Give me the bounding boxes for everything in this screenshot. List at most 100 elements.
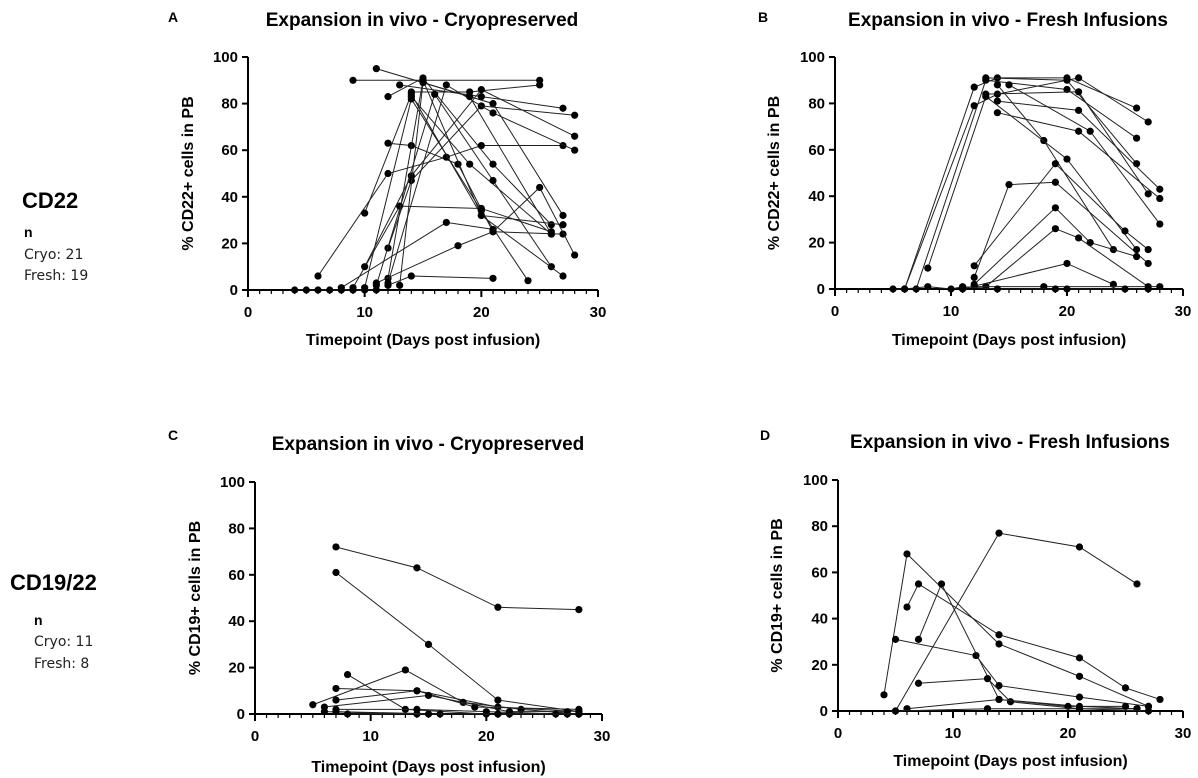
panel-a-data-point <box>396 81 404 89</box>
panel-d-data-point <box>1075 693 1084 701</box>
panel-b-data-point <box>1156 194 1164 203</box>
panel-c-data-point <box>332 684 340 693</box>
panel-b-data-point <box>1075 106 1083 114</box>
panel-b-title: Expansion in vivo - Fresh Infusions <box>848 10 1168 31</box>
panel-b-data-point <box>959 283 967 291</box>
panel-a-data-point <box>407 272 415 280</box>
panel-d-xtick-label: 30 <box>1175 725 1192 742</box>
panel-b-ytick-label: 20 <box>808 235 825 252</box>
panel-b-ytick-label: 100 <box>800 49 825 66</box>
panel-b-xtick-label: 30 <box>1175 303 1192 320</box>
panel-a-data-point <box>571 146 579 154</box>
panel-b-ytick-label: 0 <box>817 281 825 298</box>
panel-d-series-line <box>906 698 1126 710</box>
panel-b-xtick-label: 10 <box>943 303 960 320</box>
panel-c-data-point <box>424 691 433 700</box>
panel-c-data-point <box>332 696 340 704</box>
panel-d-ytick-label: 60 <box>811 564 828 581</box>
panel-a-xtick-label: 10 <box>356 304 373 321</box>
panel-d-data-point <box>903 603 911 611</box>
panel-d-letter: D <box>760 427 770 443</box>
panel-a-data-point <box>384 139 392 147</box>
panel-a-data-point <box>291 286 299 294</box>
panel-b-data-point <box>982 92 990 101</box>
panel-b-ytick-label: 60 <box>808 142 825 159</box>
panel-a-data-point <box>349 286 357 294</box>
panel-a-data-point <box>536 81 544 89</box>
panel-b-ytick-label: 40 <box>808 188 825 205</box>
panel-b-xtick-label: 20 <box>1059 303 1076 320</box>
panel-b-data-point <box>1075 88 1083 96</box>
panel-b-series-line <box>985 77 1137 165</box>
panel-c-data-point <box>575 710 583 718</box>
panel-b-data-point <box>970 262 978 270</box>
panel-c-xtick-label: 10 <box>362 728 379 745</box>
panel-a-data-point <box>384 169 392 178</box>
panel-a-data-point <box>489 274 497 282</box>
panel-a-data-point <box>559 221 567 229</box>
panel-a-series-line <box>411 84 540 93</box>
panel-b-data-point <box>1144 118 1152 126</box>
panel-c-series-line <box>335 708 556 715</box>
panel-b-data-point <box>889 285 897 293</box>
panel-c: C Expansion in vivo - Cryopreserved 0 20 40 6… <box>168 427 610 776</box>
fresh-count-cd22: Fresh: 19 <box>24 268 89 284</box>
panel-b-series-line <box>985 228 1149 288</box>
panel-d-ytick-label: 80 <box>811 518 828 535</box>
panel-a-ytick-label: 100 <box>213 49 238 66</box>
panel-c-data-point <box>413 564 421 572</box>
panel-d-data-point <box>995 681 1003 690</box>
panel-b-data-point <box>1133 104 1141 112</box>
panel-a-data-point <box>547 230 555 238</box>
panel-a-ytick-label: 60 <box>221 142 238 159</box>
panel-b-data-point <box>947 285 955 293</box>
panel-b-data-point <box>1051 225 1059 233</box>
panel-a-data-point <box>442 218 450 227</box>
panel-b-series-line <box>973 207 1137 285</box>
panel-b-data-point <box>1156 185 1164 193</box>
panel-b-data-point <box>1075 234 1083 242</box>
panel-c-data-point <box>494 710 502 718</box>
panel-a-data-point <box>477 86 485 94</box>
panel-a-data-point <box>326 286 334 294</box>
panel-b-data-point <box>1156 283 1164 291</box>
panel-a-xtick-label: 0 <box>244 304 252 321</box>
panel-c-data-point <box>494 696 502 704</box>
panel-a-data-point <box>442 81 450 89</box>
panel-a: A Expansion in vivo - Cryopreserved 0 20 40 6… <box>168 9 606 349</box>
panel-b-data-point <box>1133 252 1141 261</box>
panel-b-data-point <box>912 285 920 293</box>
panel-d-data-point <box>891 707 900 715</box>
panel-b-data-point <box>1156 220 1164 228</box>
panel-c-series-line <box>312 669 579 715</box>
panel-c-data-point <box>494 603 502 611</box>
panel-b-data-point <box>1086 127 1094 135</box>
panel-c-data-point <box>332 708 340 716</box>
panel-b-series-line <box>915 79 1137 290</box>
panel-b-letter: B <box>758 9 768 25</box>
panel-d-ytick-label: 0 <box>820 703 828 720</box>
panel-a-data-point <box>477 207 485 215</box>
panel-d-data-point <box>1144 707 1153 715</box>
cryo-count-cd19-22: Cryo: 11 <box>34 634 94 650</box>
panel-a-data-point <box>396 281 404 289</box>
panel-d-ytick-label: 100 <box>803 472 828 489</box>
panel-a-data-point <box>407 95 415 103</box>
panel-a-data-point <box>524 277 532 285</box>
panel-a-ytick-label: 0 <box>230 282 238 299</box>
panel-c-ytick-label: 20 <box>228 660 245 677</box>
panel-a-series-line <box>387 275 494 286</box>
group-label-cd19-22: CD19/22 <box>10 570 97 595</box>
panel-a-data-point <box>419 79 427 87</box>
panel-b-data-point <box>1051 178 1059 186</box>
panel-d-data-point <box>903 550 911 558</box>
panel-d-ytick-label: 20 <box>811 657 828 674</box>
panel-b-series-line <box>973 181 1149 278</box>
panel-b-data-point <box>1063 259 1071 268</box>
n-label-cd22: n <box>24 224 33 240</box>
panel-b-data-point <box>1144 285 1152 293</box>
panel-c-xtick-label: 20 <box>478 728 495 745</box>
panel-b-data-point <box>1005 181 1013 189</box>
panel-d-y-label: % CD19+ cells in PB <box>769 518 786 672</box>
panel-c-data-point <box>575 606 583 614</box>
